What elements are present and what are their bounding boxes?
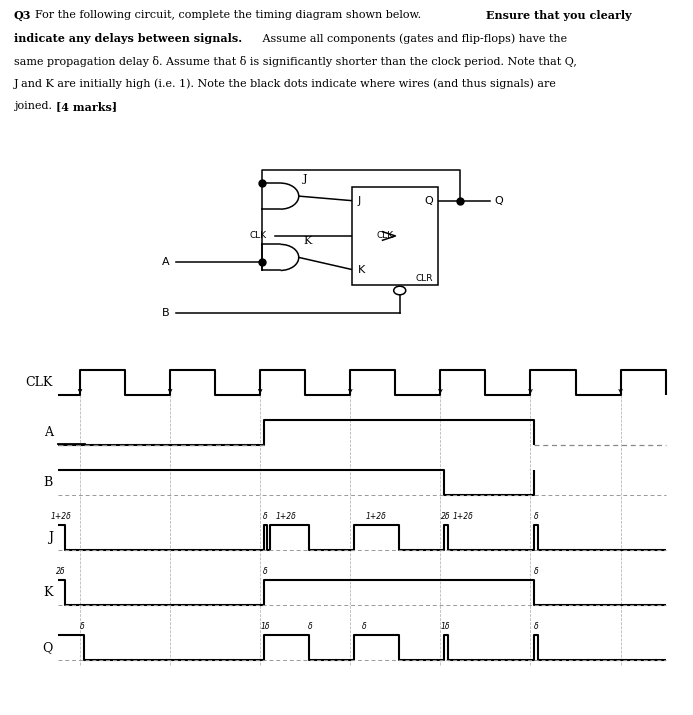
Text: δ: δ (308, 622, 313, 631)
Text: same propagation delay δ. Assume that δ is significantly shorter than the clock : same propagation delay δ. Assume that δ … (14, 56, 577, 67)
Text: 2δ: 2δ (56, 567, 66, 576)
Text: Q: Q (425, 196, 433, 206)
Text: CLK: CLK (376, 232, 393, 240)
Circle shape (394, 286, 405, 295)
Text: δ: δ (534, 622, 538, 631)
Text: Ensure that you clearly: Ensure that you clearly (486, 11, 632, 21)
Text: 2δ: 2δ (441, 512, 450, 521)
Text: K: K (44, 586, 53, 599)
Text: CLR: CLR (416, 275, 433, 283)
Text: 1δ: 1δ (441, 622, 450, 631)
Text: J and K are initially high (i.e. 1). Note the black dots indicate where wires (a: J and K are initially high (i.e. 1). Not… (14, 79, 556, 89)
Text: δ: δ (80, 622, 84, 631)
Text: indicate any delays between signals.: indicate any delays between signals. (14, 33, 242, 44)
Text: K: K (303, 235, 311, 245)
Text: 1+2δ: 1+2δ (51, 512, 71, 521)
Text: J: J (358, 196, 361, 206)
Text: Assume all components (gates and flip-flops) have the: Assume all components (gates and flip-fl… (258, 33, 567, 44)
Text: Q: Q (494, 196, 503, 206)
Text: 1+2δ: 1+2δ (366, 512, 387, 521)
Text: joined.: joined. (14, 102, 55, 112)
Text: A: A (162, 257, 170, 267)
Text: CLK: CLK (249, 232, 267, 240)
Text: 1δ: 1δ (261, 622, 270, 631)
Text: J: J (303, 174, 308, 184)
Text: δ: δ (263, 512, 268, 521)
Text: For the following circuit, complete the timing diagram shown below.: For the following circuit, complete the … (35, 11, 425, 21)
Text: B: B (162, 307, 170, 317)
Text: J: J (48, 531, 53, 544)
Text: A: A (44, 426, 53, 439)
Text: K: K (358, 265, 365, 275)
Text: δ: δ (534, 567, 538, 576)
Text: .: . (112, 102, 116, 112)
Text: Q: Q (43, 641, 53, 654)
Text: 1+2δ: 1+2δ (276, 512, 297, 521)
Text: 1+2δ: 1+2δ (453, 512, 473, 521)
Text: δ: δ (263, 567, 268, 576)
Text: Q3: Q3 (14, 11, 31, 21)
Bar (353, 187, 439, 285)
Text: δ: δ (534, 512, 538, 521)
Text: B: B (44, 476, 53, 489)
Text: [4 marks]: [4 marks] (55, 102, 117, 112)
Text: CLK: CLK (26, 376, 53, 390)
Text: δ: δ (362, 622, 366, 631)
